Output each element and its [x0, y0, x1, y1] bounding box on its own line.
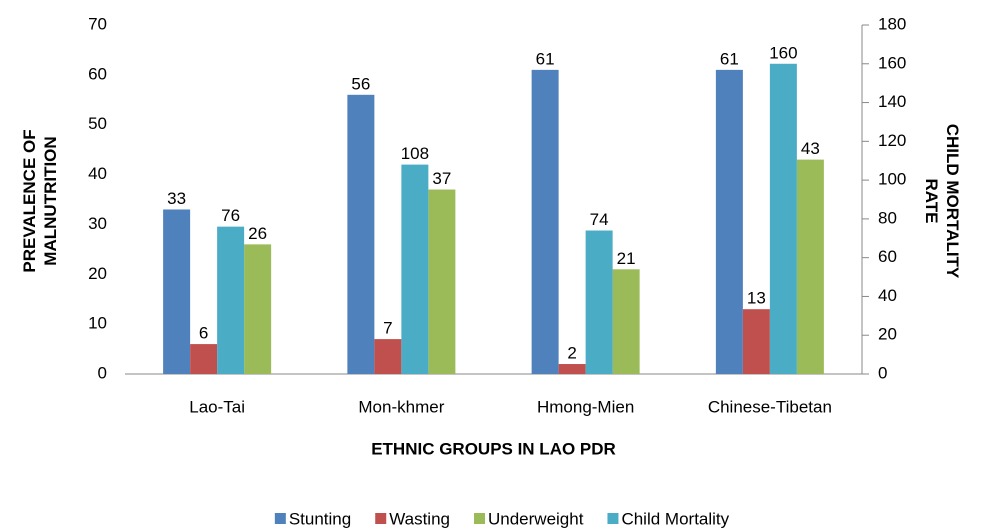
data-label: 160: [769, 43, 797, 62]
bar: [347, 94, 375, 375]
x-tick-label: Chinese-Tibetan: [708, 397, 832, 416]
legend-label: Child Mortality: [621, 509, 729, 528]
y2-axis-title: CHILD MORTALITY RATE: [922, 123, 962, 279]
bar: [715, 69, 743, 374]
y-tick-label: 0: [98, 363, 107, 382]
data-label: 56: [351, 74, 370, 93]
y-tick-label: 70: [88, 14, 107, 33]
y-tick-label: 20: [88, 264, 107, 283]
y-tick-label: 30: [88, 214, 107, 233]
data-label: 37: [432, 169, 451, 188]
y2-tick-label: 180: [878, 14, 906, 33]
legend-swatch: [375, 513, 387, 524]
y-tick-label: 10: [88, 314, 107, 333]
x-tick-label: Mon-khmer: [358, 397, 444, 416]
legend-swatch: [274, 513, 286, 524]
bar: [742, 309, 770, 374]
data-label: 6: [199, 324, 208, 343]
bar: [401, 164, 429, 374]
x-tick-label: Hmong-Mien: [537, 397, 634, 416]
y2-tick-label: 100: [878, 170, 906, 189]
data-label: 76: [221, 206, 240, 225]
y-tick-label: 40: [88, 164, 107, 183]
y2-tick-label: 140: [878, 92, 906, 111]
y2-tick-label: 80: [878, 208, 897, 227]
bar: [163, 209, 191, 374]
bar: [585, 230, 613, 374]
data-label: 2: [567, 344, 576, 363]
bar: [217, 226, 245, 374]
bar: [796, 159, 824, 374]
data-label: 26: [248, 224, 267, 243]
y2-tick-label: 120: [878, 131, 906, 150]
bar: [190, 344, 218, 374]
bar: [769, 63, 797, 375]
data-label: 7: [383, 319, 392, 338]
legend-swatch: [607, 513, 619, 524]
bar: [531, 69, 559, 374]
y-tick-label: 50: [88, 114, 107, 133]
data-label: 61: [720, 49, 739, 68]
legend-swatch: [474, 513, 486, 524]
y-axis-title: PREVALENCE OF MALNUTRITION: [20, 129, 60, 273]
x-axis-title: ETHNIC GROUPS IN LAO PDR: [371, 439, 616, 458]
data-label: 21: [617, 249, 636, 268]
bar: [374, 339, 402, 374]
data-label: 74: [590, 210, 609, 229]
y2-tick-label: 0: [878, 363, 887, 382]
data-label: 33: [167, 189, 186, 208]
y2-tick-label: 40: [878, 286, 897, 305]
legend-label: Stunting: [289, 509, 351, 528]
bar: [612, 269, 640, 374]
y2-tick-label: 60: [878, 247, 897, 266]
legend-label: Underweight: [488, 509, 584, 528]
data-label: 108: [401, 144, 429, 163]
bar: [558, 364, 586, 374]
legend-label: Wasting: [389, 509, 450, 528]
x-tick-label: Lao-Tai: [189, 397, 245, 416]
data-label: 13: [747, 289, 766, 308]
y2-tick-label: 20: [878, 325, 897, 344]
data-label: 43: [801, 139, 820, 158]
y-tick-label: 60: [88, 64, 107, 83]
y2-tick-label: 160: [878, 53, 906, 72]
bar: [244, 244, 272, 374]
data-label: 61: [536, 49, 555, 68]
bar: [428, 189, 456, 374]
